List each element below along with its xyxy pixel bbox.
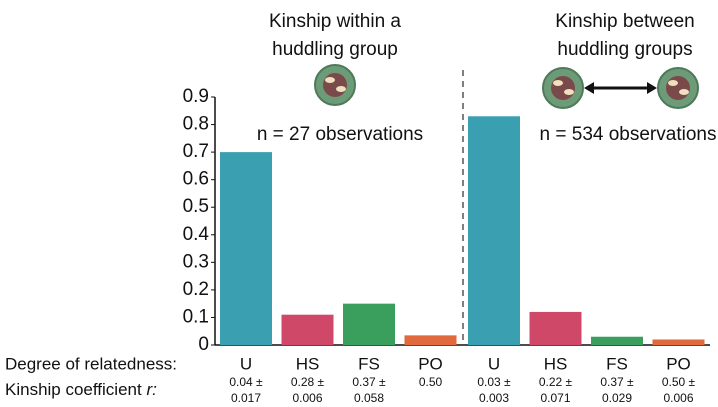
- bar: [405, 335, 457, 345]
- kinship-coefficient: 0.28 ±: [291, 375, 325, 389]
- bar: [220, 152, 272, 345]
- kinship-coefficient: 0.22 ±: [539, 375, 573, 389]
- kinship-coefficient: 0.017: [231, 391, 261, 405]
- kinship-coefficient: 0.37 ±: [600, 375, 634, 389]
- kinship-coefficient: 0.003: [479, 391, 509, 405]
- row-label-symbol: r:: [146, 380, 157, 399]
- kinship-coefficient: 0.37 ±: [352, 375, 386, 389]
- x-tick-label: PO: [418, 354, 443, 373]
- y-tick-label: 0.6: [183, 169, 209, 190]
- x-tick-label: PO: [666, 354, 691, 373]
- bar: [591, 337, 643, 345]
- x-tick-label: HS: [296, 354, 320, 373]
- chart: Degree of relatedness: Kinship coefficie…: [0, 0, 718, 407]
- x-tick-label: HS: [544, 354, 568, 373]
- y-tick-label: 0.2: [183, 279, 209, 300]
- panel-title: huddling groups: [557, 39, 692, 60]
- bar: [343, 304, 395, 345]
- kinship-coefficient: 0.058: [354, 391, 384, 405]
- huddle-icon: [543, 68, 698, 108]
- panel-title: huddling group: [272, 39, 398, 60]
- kinship-coefficient: 0.071: [540, 391, 570, 405]
- n-label: n = 27 observations: [257, 124, 423, 145]
- kinship-coefficient: 0.006: [292, 391, 322, 405]
- huddle-icon: [315, 65, 355, 105]
- kinship-coefficient: 0.006: [663, 391, 693, 405]
- kinship-coefficient: 0.04 ±: [229, 375, 263, 389]
- bar: [653, 339, 705, 345]
- kinship-coefficient: 0.03 ±: [477, 375, 511, 389]
- x-tick-label: FS: [358, 354, 380, 373]
- y-tick-label: 0.7: [183, 141, 209, 162]
- row-label: Degree of relatedness:: [5, 354, 177, 373]
- kinship-coefficient: 0.50: [419, 375, 443, 389]
- bar: [282, 315, 334, 345]
- y-tick-label: 0.1: [183, 306, 209, 327]
- kinship-coefficient: 0.50 ±: [662, 375, 696, 389]
- y-tick-label: 0.9: [183, 86, 209, 107]
- n-label: n = 534 observations: [540, 124, 717, 145]
- kinship-coefficient: 0.029: [602, 391, 632, 405]
- x-tick-label: U: [488, 354, 500, 373]
- panel-title: Kinship between: [555, 11, 694, 32]
- bar: [530, 312, 582, 345]
- x-tick-label: FS: [606, 354, 628, 373]
- y-tick-label: 0.5: [183, 196, 209, 217]
- x-tick-label: U: [240, 354, 252, 373]
- bar: [468, 116, 520, 345]
- y-tick-label: 0: [198, 334, 209, 355]
- y-tick-label: 0.4: [183, 224, 210, 245]
- y-tick-label: 0.8: [183, 114, 209, 135]
- row-label: Kinship coefficient r:: [5, 380, 157, 399]
- row-label-text: Kinship coefficient: [5, 380, 142, 399]
- panel-title: Kinship within a: [269, 11, 401, 32]
- y-tick-label: 0.3: [183, 251, 209, 272]
